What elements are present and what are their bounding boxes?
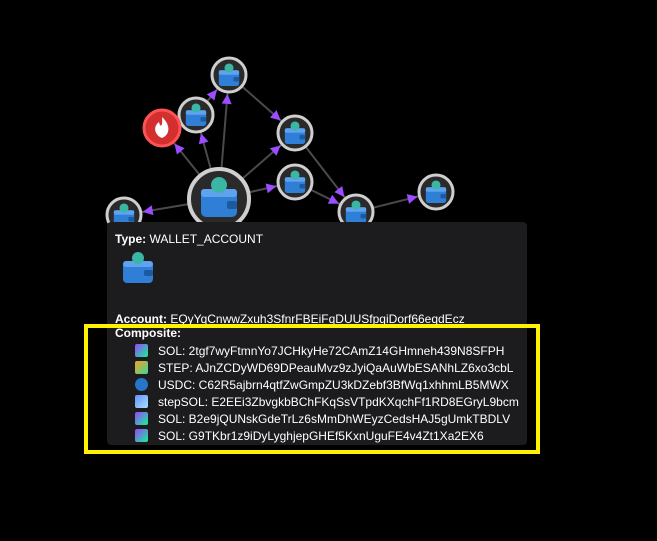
sol-icon	[135, 412, 148, 425]
token-row: USDC: C62R5ajbrn4qtfZwGmpZU3kDZebf3BfWq1…	[135, 376, 519, 393]
edge-arrow	[142, 205, 154, 216]
account-row: Account: EQyYqCnwwZxuh3SfnrFBEiFqDUUSfpq…	[115, 312, 465, 326]
token-row: stepSOL: E2EEi3ZbvgkbBChFKqSsVTpdKXqchFf…	[135, 393, 519, 410]
highlight-box	[84, 324, 540, 454]
edge-arrow	[206, 89, 217, 101]
edge-arrow	[334, 185, 345, 197]
token-row: SOL: B2e9jQUNskGdeTrLz6sMmDhWEyzCedsHAJ5…	[135, 410, 519, 427]
graph-node-top[interactable]	[210, 56, 248, 94]
edge-arrow	[406, 194, 418, 204]
token-row: SOL: 2tgf7wyFtmnYo7JCHkyHe72CAmZ14GHmneh…	[135, 342, 519, 359]
sol-icon	[135, 344, 148, 357]
stepsol-icon	[135, 395, 148, 408]
token-text: SOL: G9TKbr1z9iDyLyghjepGHEf5KxnUguFE4v4…	[158, 428, 484, 443]
graph-node-burn[interactable]	[142, 108, 182, 148]
token-text: STEP: AJnZCDyWD69DPeauMvz9zJyiQaAuWbESAN…	[158, 360, 514, 375]
graph-node-upper-left[interactable]	[177, 96, 215, 134]
edge-arrow	[327, 194, 339, 204]
type-row: Type: WALLET_ACCOUNT	[115, 232, 263, 246]
account-tooltip: Type: WALLET_ACCOUNT Account: EQyYqCnwwZ…	[107, 222, 527, 445]
edge-arrow	[269, 145, 281, 156]
account-label: Account:	[115, 312, 167, 326]
step-icon	[135, 361, 148, 374]
usdc-icon	[135, 378, 148, 391]
graph-node-middle-right[interactable]	[276, 114, 314, 152]
type-value: WALLET_ACCOUNT	[149, 232, 264, 246]
type-label: Type:	[115, 232, 147, 246]
graph-node-center[interactable]	[187, 167, 251, 231]
edge-arrow	[174, 143, 185, 155]
edge-arrow	[198, 133, 209, 145]
edge-arrow	[269, 110, 281, 121]
token-row: STEP: AJnZCDyWD69DPeauMvz9zJyiQaAuWbESAN…	[135, 359, 519, 376]
account-address[interactable]: EQyYqCnwwZxuh3SfnrFBEiFqDUUSfpqiDorf66eq…	[170, 312, 465, 326]
graph-node-middle[interactable]	[276, 163, 314, 201]
token-text: SOL: 2tgf7wyFtmnYo7JCHkyHe72CAmZ14GHmneh…	[158, 343, 505, 358]
token-text: stepSOL: E2EEi3ZbvgkbBChFKqSsVTpdKXqchFf…	[158, 394, 519, 409]
composite-label: Composite:	[115, 326, 181, 340]
edge-arrow	[265, 183, 277, 194]
graph-node-far-right[interactable]	[417, 173, 455, 211]
composite-token-list: SOL: 2tgf7wyFtmnYo7JCHkyHe72CAmZ14GHmneh…	[135, 342, 519, 444]
token-text: USDC: C62R5ajbrn4qtfZwGmpZU3kDZebf3BfWq1…	[158, 377, 509, 392]
fire-icon	[155, 117, 169, 138]
edge-arrow	[221, 93, 232, 105]
wallet-icon	[123, 252, 153, 283]
token-row: SOL: G9TKbr1z9iDyLyghjepGHEf5KxnUguFE4v4…	[135, 427, 519, 444]
graph-nodes	[105, 56, 455, 234]
sol-icon	[135, 429, 148, 442]
token-text: SOL: B2e9jQUNskGdeTrLz6sMmDhWEyzCedsHAJ5…	[158, 411, 511, 426]
